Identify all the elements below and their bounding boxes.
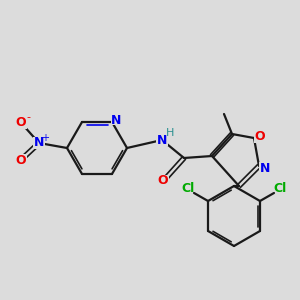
Text: O: O: [16, 154, 26, 166]
Bar: [33, 137, 45, 149]
Bar: [156, 134, 168, 146]
Bar: [254, 131, 266, 143]
Text: H: H: [166, 128, 174, 138]
Bar: [15, 154, 27, 166]
Text: N: N: [111, 113, 121, 127]
Text: +: +: [41, 133, 49, 143]
Bar: [15, 117, 27, 129]
Text: N: N: [260, 161, 270, 175]
Bar: [259, 162, 271, 174]
Bar: [111, 115, 121, 125]
Text: O: O: [16, 116, 26, 130]
Text: O: O: [158, 175, 168, 188]
Text: N: N: [34, 136, 44, 149]
Text: N: N: [157, 134, 167, 146]
Text: -: -: [26, 112, 30, 122]
Text: Cl: Cl: [182, 182, 195, 196]
Bar: [157, 175, 169, 187]
Text: Cl: Cl: [273, 182, 286, 196]
Text: O: O: [255, 130, 265, 143]
